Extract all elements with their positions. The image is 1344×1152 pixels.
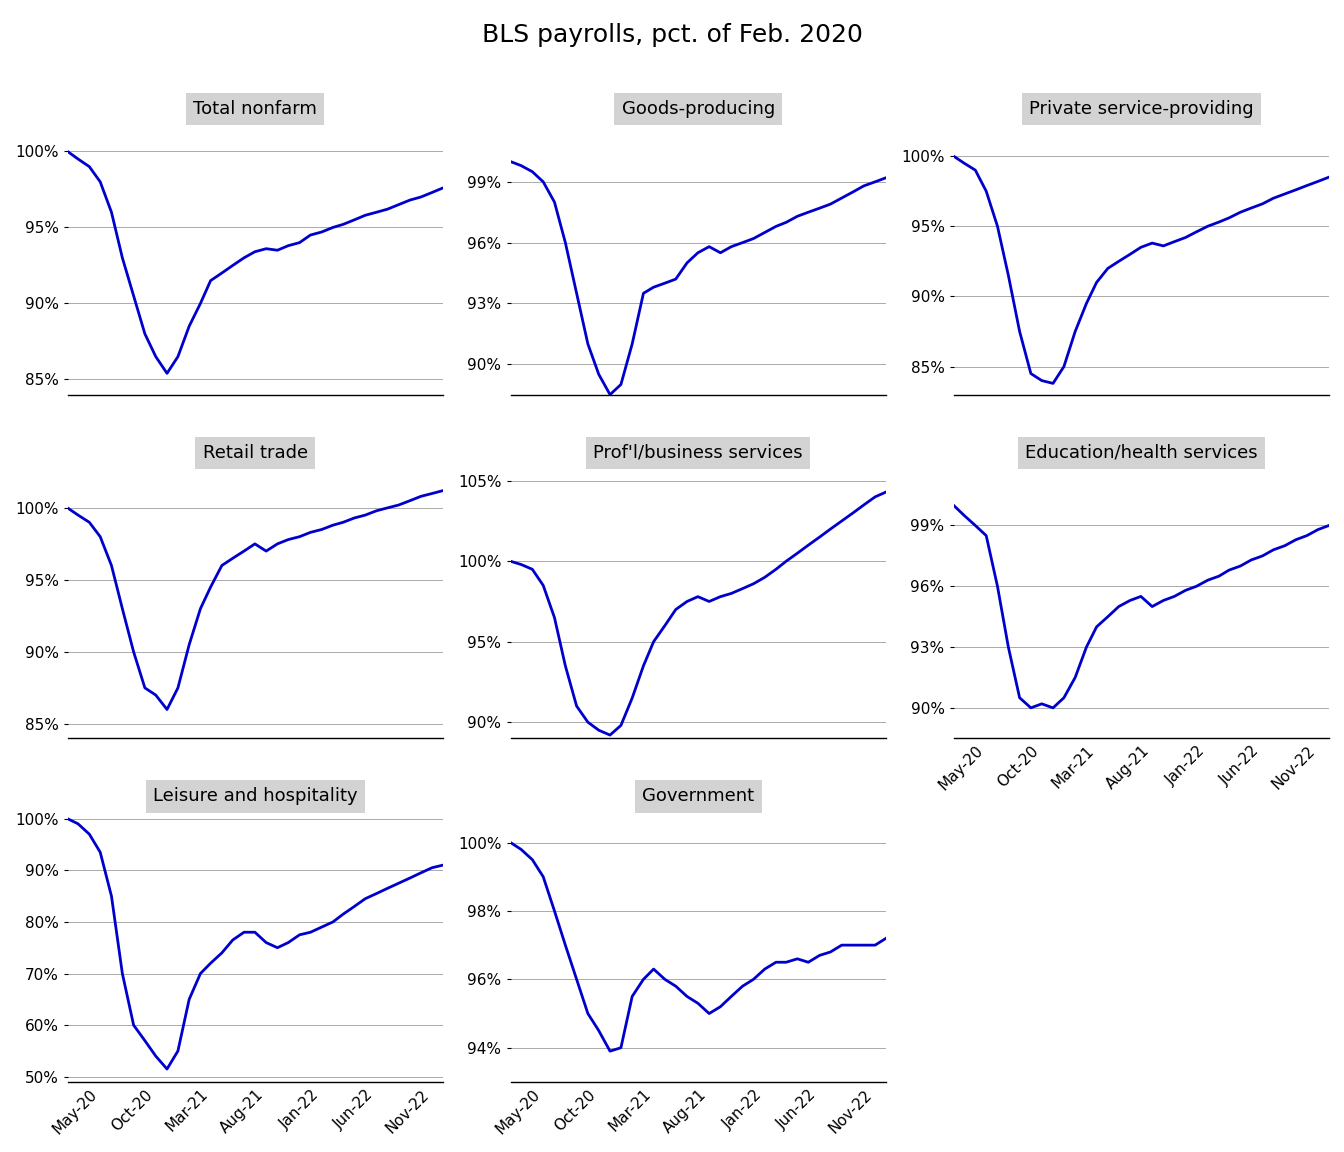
Text: BLS payrolls, pct. of Feb. 2020: BLS payrolls, pct. of Feb. 2020 [481, 23, 863, 47]
Title: Total nonfarm: Total nonfarm [194, 100, 317, 119]
Title: Private service-providing: Private service-providing [1030, 100, 1254, 119]
Title: Government: Government [642, 788, 754, 805]
Title: Education/health services: Education/health services [1025, 444, 1258, 462]
Title: Leisure and hospitality: Leisure and hospitality [153, 788, 358, 805]
Title: Retail trade: Retail trade [203, 444, 308, 462]
Title: Prof'l/business services: Prof'l/business services [594, 444, 804, 462]
Title: Goods-producing: Goods-producing [622, 100, 775, 119]
